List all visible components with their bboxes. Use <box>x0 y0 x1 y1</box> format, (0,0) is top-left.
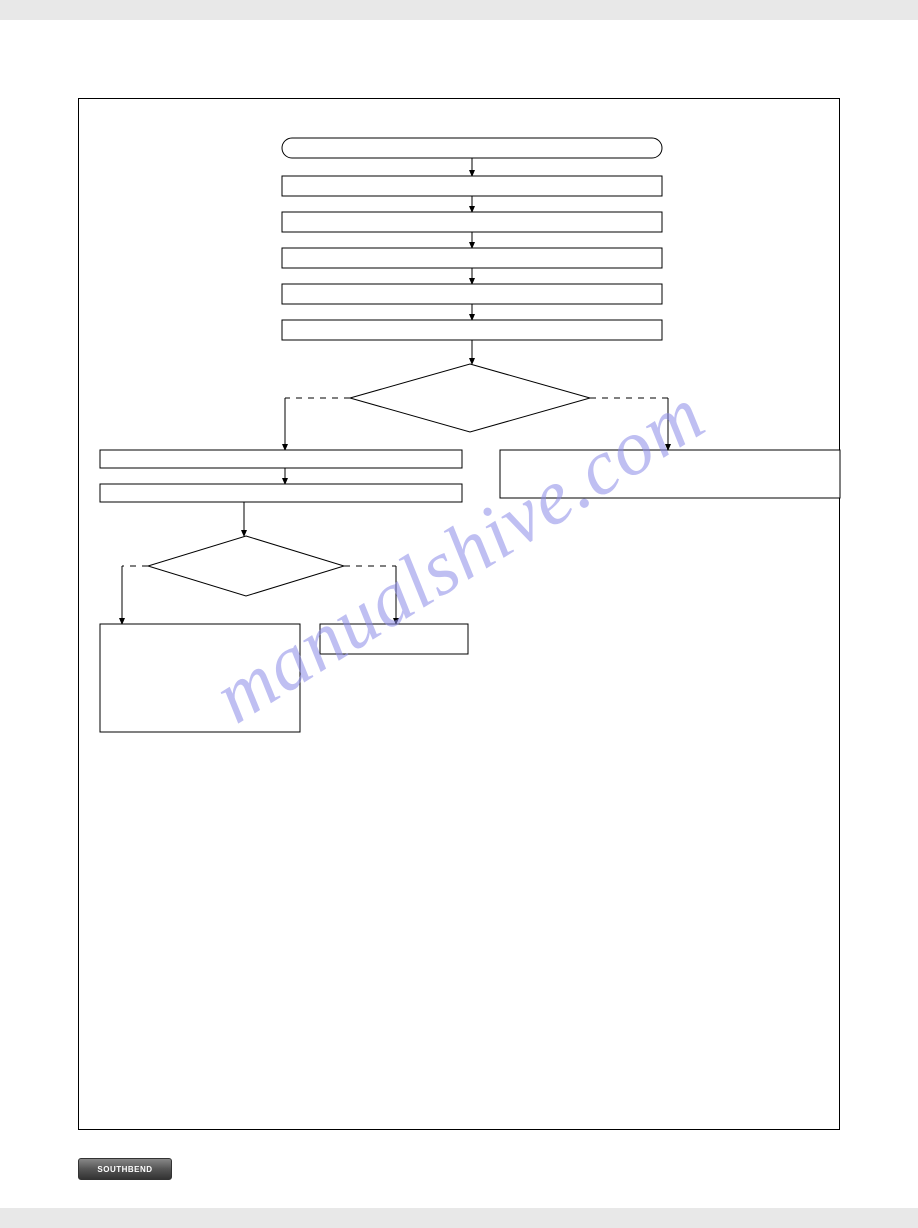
flowchart-diagram <box>0 20 918 1208</box>
brand-logo: SOUTHBEND <box>78 1158 172 1180</box>
page-container: manualshive.com SOUTHBEND <box>0 20 918 1208</box>
